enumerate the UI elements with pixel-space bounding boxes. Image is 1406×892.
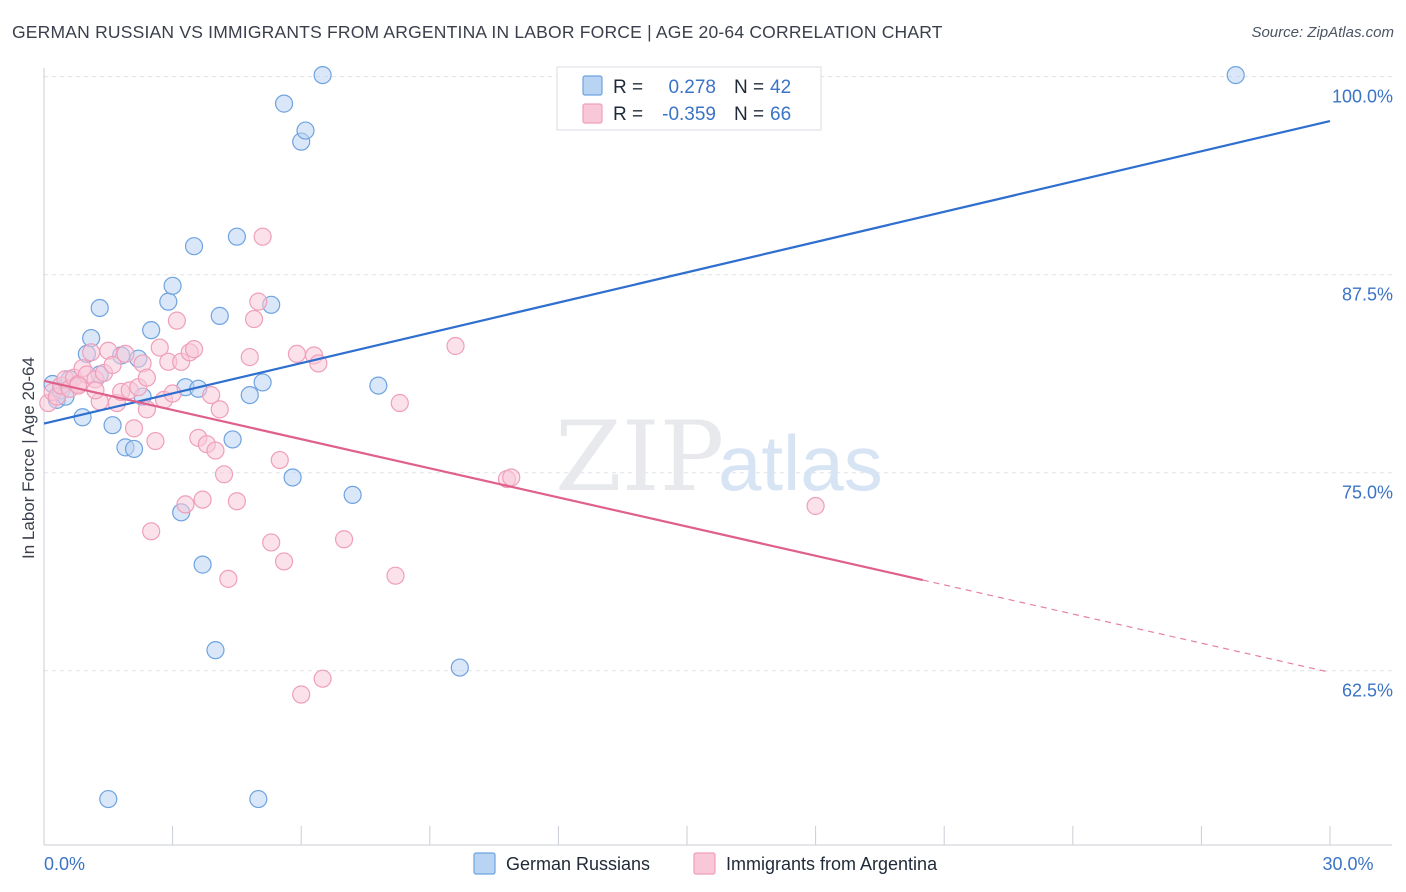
data-point-immigrants-argentina bbox=[137, 368, 156, 387]
data-point-german-russians bbox=[313, 65, 332, 85]
data-point-immigrants-argentina bbox=[176, 495, 195, 514]
data-point-immigrants-argentina bbox=[227, 492, 246, 511]
data-point-german-russians bbox=[163, 276, 182, 295]
trend-layer bbox=[43, 119, 1331, 673]
data-point-immigrants-argentina bbox=[313, 669, 332, 688]
bottom-legend-label-immigrants-argentina: Immigrants from Argentina bbox=[726, 854, 938, 874]
data-point-german-russians bbox=[253, 373, 272, 392]
data-point-german-russians bbox=[343, 485, 362, 505]
data-point-german-russians bbox=[1226, 65, 1245, 85]
data-point-immigrants-argentina bbox=[262, 533, 281, 552]
data-point-immigrants-argentina bbox=[446, 336, 465, 356]
legend-swatch-german-russians bbox=[582, 75, 603, 96]
x-tick-label: 30.0% bbox=[1322, 854, 1373, 874]
data-point-immigrants-argentina bbox=[292, 685, 311, 704]
data-point-german-russians bbox=[450, 658, 469, 677]
data-point-german-russians bbox=[369, 376, 388, 395]
y-axis-label: In Labor Force | Age 20-64 bbox=[19, 357, 38, 559]
data-point-german-russians bbox=[227, 227, 246, 246]
data-point-german-russians bbox=[103, 416, 122, 435]
bottom-legend-swatch-immigrants-argentina bbox=[693, 852, 716, 875]
y-tick-label: 87.5% bbox=[1342, 285, 1393, 305]
data-point-immigrants-argentina bbox=[502, 468, 521, 487]
data-point-immigrants-argentina bbox=[274, 552, 294, 571]
data-point-immigrants-argentina bbox=[386, 566, 405, 585]
data-point-immigrants-argentina bbox=[253, 227, 272, 246]
data-point-german-russians bbox=[206, 641, 225, 660]
data-point-immigrants-argentina bbox=[150, 338, 169, 357]
data-point-immigrants-argentina bbox=[116, 344, 135, 364]
watermark: ZIP atlas bbox=[555, 401, 883, 513]
data-point-german-russians bbox=[193, 555, 212, 574]
legend-n-value: 42 bbox=[770, 77, 791, 98]
data-point-immigrants-argentina bbox=[193, 490, 212, 509]
data-point-immigrants-argentina bbox=[124, 419, 144, 438]
data-point-immigrants-argentina bbox=[69, 376, 88, 395]
data-point-immigrants-argentina bbox=[210, 400, 229, 419]
data-point-immigrants-argentina bbox=[244, 309, 264, 329]
data-point-immigrants-argentina bbox=[219, 569, 238, 588]
bottom-legend-label-german-russians: German Russians bbox=[506, 854, 650, 874]
data-point-german-russians bbox=[223, 430, 242, 449]
data-point-german-russians bbox=[240, 385, 259, 405]
bottom-legend-swatch-german-russians bbox=[473, 852, 496, 875]
legend-r-label: R = bbox=[613, 77, 643, 98]
y-tick-label: 100.0% bbox=[1332, 87, 1393, 107]
data-point-german-russians bbox=[210, 306, 229, 325]
chart-source: Source: ZipAtlas.com bbox=[1251, 24, 1394, 41]
legend-n-value: 66 bbox=[770, 104, 791, 125]
y-tick-label: 75.0% bbox=[1342, 483, 1393, 503]
trend-line-german-russians bbox=[43, 119, 1331, 425]
data-point-german-russians bbox=[249, 789, 268, 809]
trend-line-immigrants-argentina-dashed bbox=[922, 579, 1331, 673]
legend-r-label: R = bbox=[613, 104, 643, 125]
data-point-immigrants-argentina bbox=[806, 496, 825, 516]
data-point-immigrants-argentina bbox=[334, 530, 354, 549]
data-point-immigrants-argentina bbox=[270, 450, 289, 470]
watermark-atlas: atlas bbox=[718, 419, 883, 507]
data-point-immigrants-argentina bbox=[214, 465, 234, 484]
data-point-immigrants-argentina bbox=[103, 355, 122, 375]
data-point-immigrants-argentina bbox=[142, 522, 161, 541]
y-tick-label: 62.5% bbox=[1342, 681, 1393, 701]
grid-layer bbox=[44, 76, 1392, 672]
data-point-immigrants-argentina bbox=[240, 347, 259, 367]
legend: R = 0.278 N = 42 R = -0.359 N = 66 bbox=[556, 66, 822, 131]
points-layer bbox=[39, 65, 1245, 809]
data-point-german-russians bbox=[184, 237, 204, 256]
legend-n-label: N = bbox=[734, 104, 764, 125]
data-point-immigrants-argentina bbox=[287, 344, 307, 364]
data-point-german-russians bbox=[159, 292, 178, 311]
data-point-german-russians bbox=[142, 321, 161, 340]
data-point-immigrants-argentina bbox=[206, 441, 225, 460]
data-point-immigrants-argentina bbox=[146, 431, 165, 451]
data-point-german-russians bbox=[274, 94, 294, 113]
legend-swatch-immigrants-argentina bbox=[582, 103, 603, 124]
bottom-legend: German Russians Immigrants from Argentin… bbox=[473, 852, 938, 875]
legend-n-label: N = bbox=[734, 77, 764, 98]
data-point-german-russians bbox=[99, 789, 118, 809]
data-point-immigrants-argentina bbox=[82, 343, 101, 362]
data-point-german-russians bbox=[90, 298, 109, 318]
trend-line-immigrants-argentina bbox=[43, 379, 924, 582]
data-point-german-russians bbox=[296, 121, 315, 140]
data-point-immigrants-argentina bbox=[184, 340, 204, 359]
data-point-german-russians bbox=[124, 439, 144, 459]
x-tick-label: 0.0% bbox=[44, 854, 85, 874]
data-point-immigrants-argentina bbox=[390, 393, 409, 413]
watermark-zip: ZIP bbox=[555, 401, 724, 513]
data-point-immigrants-argentina bbox=[202, 385, 221, 405]
data-point-german-russians bbox=[73, 408, 92, 427]
chart-title: GERMAN RUSSIAN VS IMMIGRANTS FROM ARGENT… bbox=[12, 22, 943, 42]
data-point-immigrants-argentina bbox=[249, 292, 268, 311]
legend-r-value: 0.278 bbox=[668, 77, 716, 98]
data-point-immigrants-argentina bbox=[167, 311, 186, 330]
axis-layer: 100.0% 87.5% 75.0% 62.5% 0.0% 30.0% bbox=[43, 68, 1393, 874]
data-point-german-russians bbox=[283, 468, 302, 487]
legend-r-value: -0.359 bbox=[662, 104, 716, 125]
